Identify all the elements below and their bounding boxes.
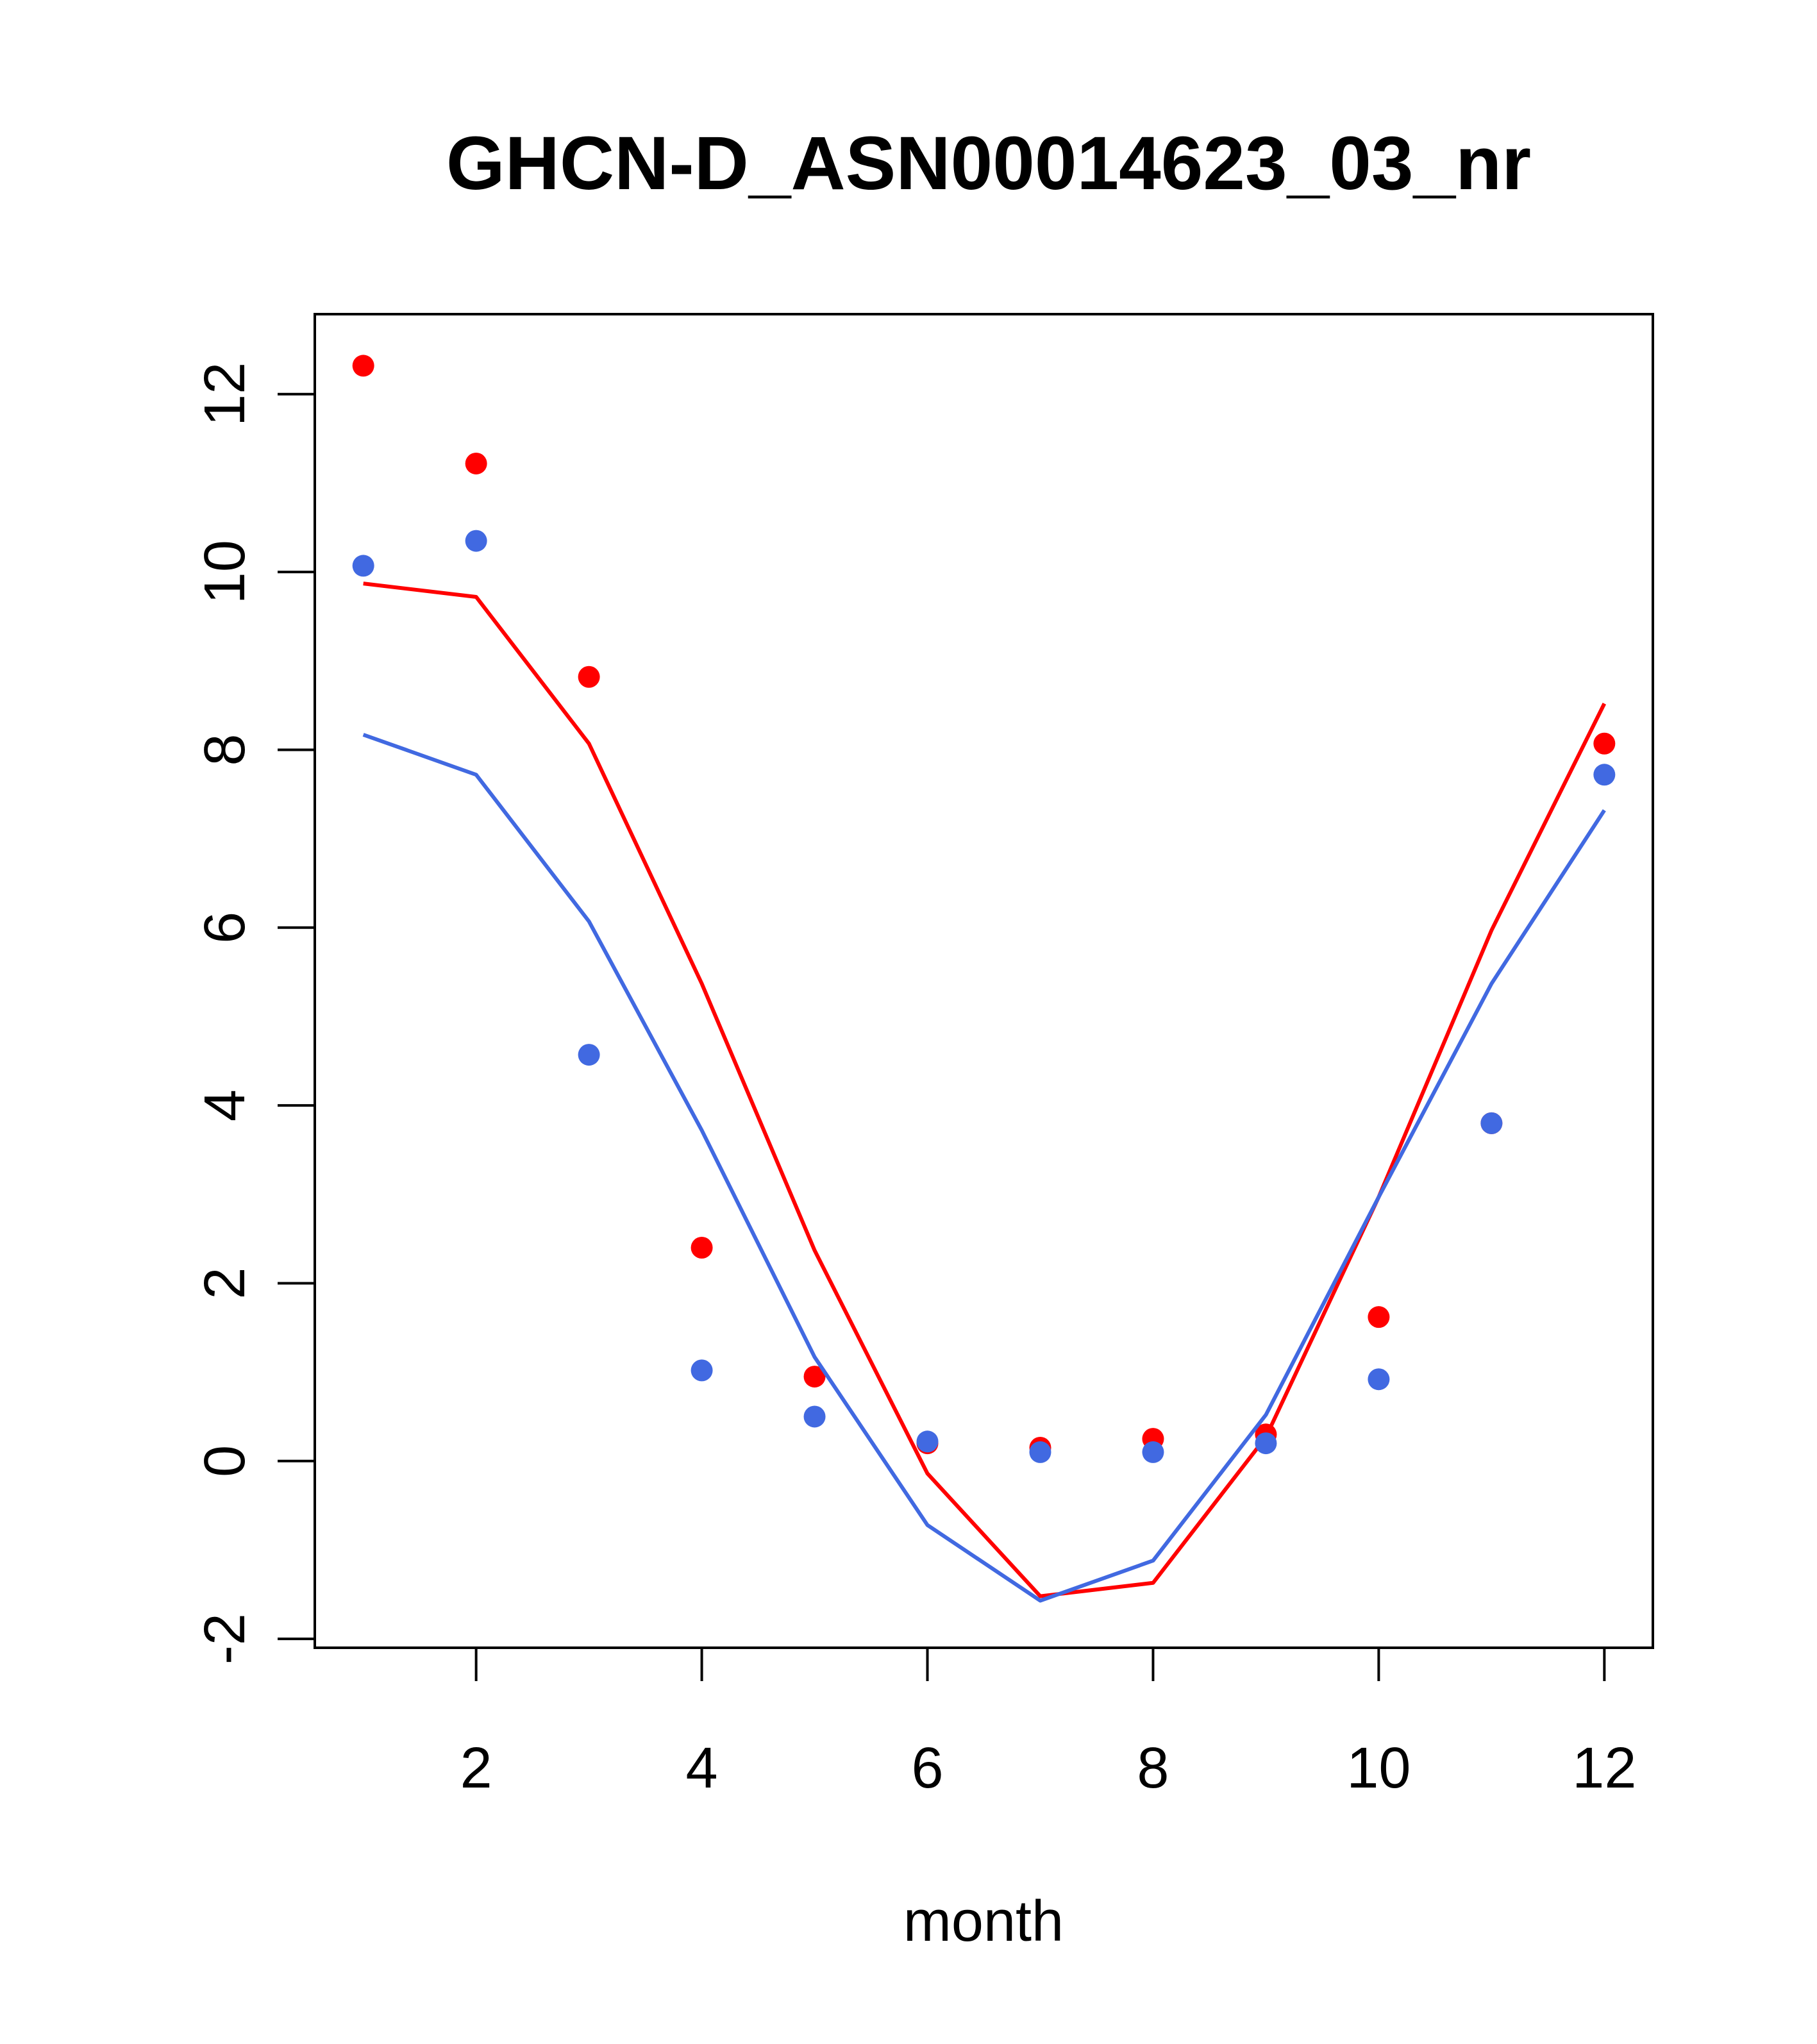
x-axis: 2 4 6 8 10 12 xyxy=(460,1646,1636,1800)
x-tick-label: 6 xyxy=(911,1736,943,1800)
x-tick-label: 12 xyxy=(1572,1736,1636,1800)
series-1-point xyxy=(352,355,374,377)
y-tick-label: 10 xyxy=(193,540,257,604)
series-2-point xyxy=(1593,764,1616,786)
x-tick-label: 8 xyxy=(1137,1736,1169,1800)
y-tick-label: 0 xyxy=(193,1445,257,1477)
x-tick-label: 2 xyxy=(460,1736,492,1800)
series-2-point xyxy=(691,1359,713,1382)
plot-frame xyxy=(314,313,1654,1649)
series-2-point xyxy=(1368,1368,1390,1391)
x-tick-label: 4 xyxy=(686,1736,718,1800)
y-tick-label: 8 xyxy=(193,733,257,766)
series-1-point xyxy=(1593,732,1616,755)
x-tick-label: 10 xyxy=(1346,1736,1411,1800)
series-2-point xyxy=(803,1405,826,1428)
series-1-point xyxy=(465,452,487,474)
y-tick-label: 6 xyxy=(193,912,257,944)
series-1-point xyxy=(578,666,600,688)
x-axis-label: month xyxy=(903,1889,1064,1954)
series-2-point xyxy=(465,530,487,552)
series-1-line xyxy=(363,582,1607,1598)
series-layer xyxy=(352,355,1616,1603)
y-tick-label: 4 xyxy=(193,1089,257,1121)
series-1-point xyxy=(1368,1306,1390,1328)
series-2-point xyxy=(1255,1432,1277,1455)
series-2-point xyxy=(1029,1441,1051,1463)
series-2-point xyxy=(578,1044,600,1066)
series-2-point xyxy=(352,555,374,577)
series-1-point xyxy=(803,1366,826,1388)
series-2 xyxy=(352,530,1616,1603)
series-2-point xyxy=(916,1430,939,1453)
y-axis: -2 0 2 4 6 8 10 12 xyxy=(193,362,316,1664)
series-1-point xyxy=(691,1237,713,1259)
series-1 xyxy=(352,355,1616,1598)
y-tick-label: 12 xyxy=(193,362,257,426)
y-tick-label: 2 xyxy=(193,1267,257,1299)
chart-title: GHCN-D_ASN00014623_03_nr xyxy=(446,121,1531,206)
y-tick-label: -2 xyxy=(193,1613,257,1664)
series-2-line xyxy=(362,733,1606,1603)
series-2-point xyxy=(1480,1112,1503,1134)
series-2-point xyxy=(1142,1441,1164,1463)
